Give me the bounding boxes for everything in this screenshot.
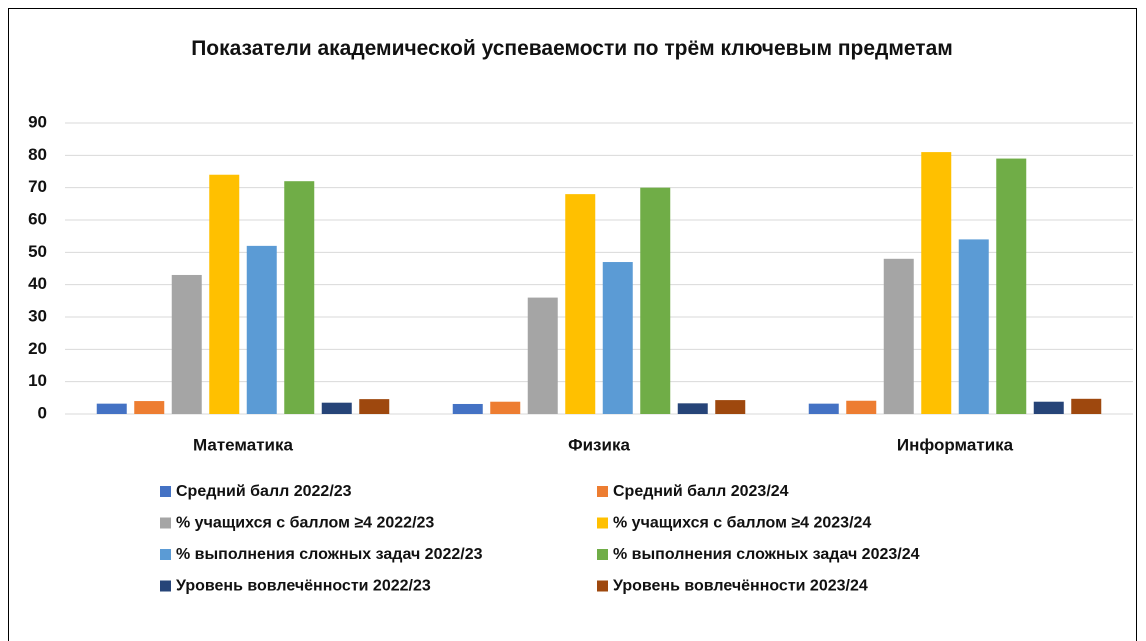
legend-label: % выполнения сложных задач 2023/24 <box>613 546 920 563</box>
x-tick-label: Физика <box>568 435 630 454</box>
legend-swatch <box>597 517 608 529</box>
bar <box>808 403 839 414</box>
legend-label: % выполнения сложных задач 2022/23 <box>176 546 483 563</box>
legend-swatch <box>597 486 608 497</box>
bar <box>640 187 671 414</box>
y-tick-label: 50 <box>28 242 47 261</box>
y-tick-label: 0 <box>38 403 47 422</box>
y-tick-label: 90 <box>28 112 47 131</box>
bar <box>921 152 952 414</box>
legend-swatch <box>160 486 171 497</box>
bar <box>527 297 558 414</box>
legend-label: Средний балл 2022/23 <box>176 483 352 500</box>
legend-label: Средний балл 2023/24 <box>613 483 789 500</box>
bar <box>715 400 746 414</box>
bar <box>284 181 315 414</box>
legend-label: Уровень вовлечённости 2022/23 <box>176 578 431 595</box>
y-tick-label: 60 <box>28 209 47 228</box>
x-tick-label: Математика <box>193 435 293 454</box>
bar <box>452 403 483 414</box>
bar <box>883 258 914 414</box>
y-tick-label: 10 <box>28 371 47 390</box>
legend-swatch <box>160 517 171 529</box>
y-tick-label: 30 <box>28 306 47 325</box>
legend-swatch <box>160 549 171 560</box>
y-tick-label: 80 <box>28 145 47 164</box>
bar <box>209 174 240 414</box>
legend-label: Уровень вовлечённости 2023/24 <box>613 578 868 595</box>
legend-label: % учащихся с баллом ≥4 2023/24 <box>613 515 871 532</box>
bar <box>134 401 165 414</box>
bar <box>96 403 127 414</box>
bar <box>996 158 1027 414</box>
bar <box>171 274 202 414</box>
bar <box>565 194 596 414</box>
bar <box>246 245 277 414</box>
y-tick-label: 20 <box>28 339 47 358</box>
legend-label: % учащихся с баллом ≥4 2022/23 <box>176 515 434 532</box>
bar <box>1071 398 1102 414</box>
bar <box>677 403 708 414</box>
bar <box>490 401 521 414</box>
chart-title: Показатели академической успеваемости по… <box>191 37 953 60</box>
bar <box>359 399 390 414</box>
bar <box>846 400 877 414</box>
y-tick-label: 40 <box>28 274 47 293</box>
legend-swatch <box>160 580 171 592</box>
bar <box>602 262 633 414</box>
bar <box>958 239 989 414</box>
chart-frame <box>8 8 1137 641</box>
bar <box>1033 401 1064 414</box>
y-tick-label: 70 <box>28 177 47 196</box>
legend-swatch <box>597 549 608 560</box>
legend-swatch <box>597 580 608 592</box>
x-tick-label: Информатика <box>897 435 1014 454</box>
bar <box>321 402 352 414</box>
